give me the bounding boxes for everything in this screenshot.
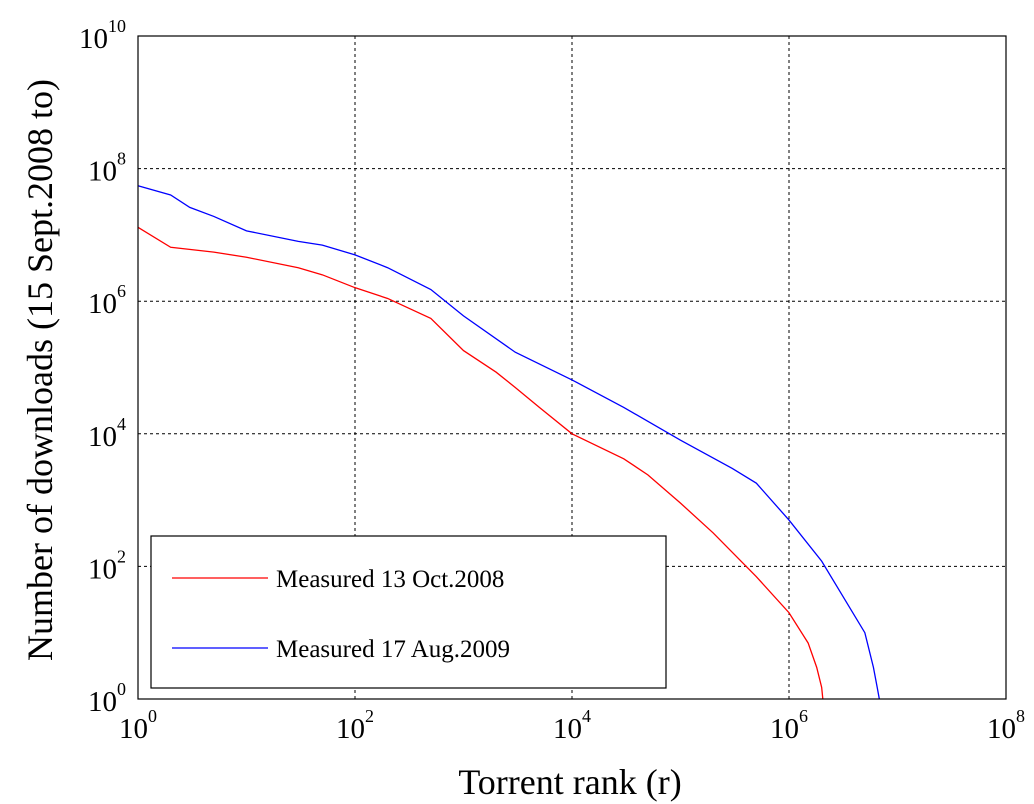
y-tick-label: 104: [88, 414, 126, 453]
legend: Measured 13 Oct.2008 Measured 17 Aug.200…: [150, 535, 667, 689]
x-tick-label: 102: [336, 706, 374, 745]
y-tick-label: 108: [88, 149, 126, 188]
y-tick-label: 100: [88, 679, 126, 718]
x-tick-label: 106: [770, 706, 808, 745]
series-lines: [137, 185, 880, 700]
y-tick-label: 106: [88, 281, 126, 320]
legend-box: [150, 535, 667, 689]
x-tick-label: 104: [553, 706, 591, 745]
legend-label-series-1: Measured 13 Oct.2008: [276, 566, 504, 593]
x-axis-label: Torrent rank (r): [458, 762, 681, 802]
x-tick-label: 108: [987, 706, 1025, 745]
y-tick-label: 1010: [79, 16, 126, 55]
y-axis-label: Number of downloads (15 Sept.2008 to): [20, 79, 60, 661]
x-tick-label: 100: [119, 706, 157, 745]
y-tick-label: 102: [88, 546, 126, 585]
series-line-1: [137, 226, 824, 700]
legend-label-series-2: Measured 17 Aug.2009: [276, 636, 510, 663]
series-line-2: [137, 185, 880, 700]
tick-labels: 100 102 104 106 108 100 102 104 106 108 1010: [79, 16, 1025, 745]
plot-frame: [137, 35, 1007, 700]
